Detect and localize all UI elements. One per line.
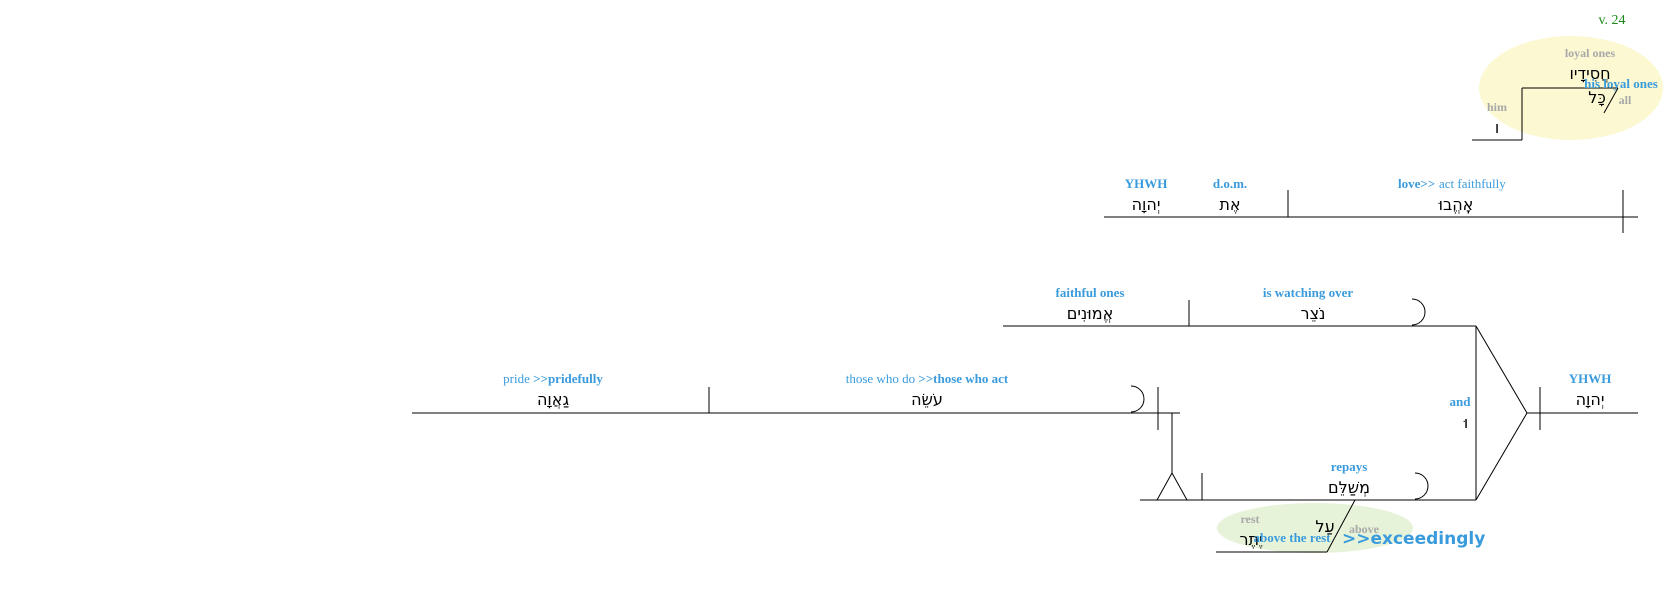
exceedingly-gloss: >>exceedingly [1342, 529, 1485, 549]
rest-gloss: rest [1240, 512, 1259, 526]
clause1-marker-hebrew: אֶת [1219, 195, 1240, 214]
upper-verb-gloss: is watching over [1263, 285, 1354, 300]
conj-hebrew: וּ [1463, 413, 1468, 432]
participle-gloss: those who do >>those who act [846, 371, 1009, 386]
clause-1: love>> act faithfully אֶֽהֱבוּ d.o.m. אֶ… [1104, 36, 1663, 233]
vocative-all-slant [1603, 87, 1619, 114]
him-hebrew: ו [1495, 118, 1499, 137]
upper-verb-hebrew: נֹצֵר [1301, 304, 1326, 323]
all-hebrew: כָּל [1588, 88, 1606, 107]
loyal-ones-gloss: loyal ones [1565, 46, 1616, 60]
his-loyal-ones-gloss: his loyal ones [1584, 76, 1658, 91]
clause1-subject-gloss: YHWH [1125, 176, 1168, 191]
pride-gloss-plain: pride [503, 371, 533, 386]
participle-gloss-plain: those who do [846, 371, 919, 386]
participle-gloss-bold: >>those who act [918, 371, 1009, 386]
clause2-subject-hebrew: יְהוָה [1576, 390, 1605, 409]
upper-verb-bracket [1411, 298, 1426, 326]
participle-bracket [1130, 385, 1145, 413]
lower-verb-bracket [1414, 472, 1429, 500]
him-gloss: him [1487, 100, 1507, 114]
clause2-subject-gloss: YHWH [1569, 371, 1612, 386]
upper-object-hebrew: אֱמוּנִים [1067, 304, 1114, 323]
verse-label: v. 24 [1598, 13, 1625, 28]
fork-upper [1475, 325, 1528, 414]
all-gloss: all [1619, 93, 1632, 107]
pride-gloss-bold: >>pridefully [533, 371, 603, 386]
above-the-rest-gloss: above the rest [1253, 530, 1331, 545]
participle-hebrew: עֹשֵׂה [911, 390, 943, 409]
clause-2: YHWH יְהוָה and וּ is watching over נֹצֵ… [412, 285, 1638, 553]
clause1-marker-gloss: d.o.m. [1213, 176, 1247, 191]
above-gloss: above [1349, 522, 1380, 536]
green-highlight-bubble [1217, 503, 1413, 553]
clause1-verb-gloss: act faithfully [1439, 176, 1506, 191]
loyal-ones-hebrew: חֲסִידָיו [1569, 64, 1610, 83]
fork-lower [1475, 412, 1528, 501]
lower-verb-gloss: repays [1331, 459, 1368, 474]
modifier-slant [1326, 499, 1356, 553]
clause1-verb-gloss-bold: love>> [1398, 176, 1435, 191]
lower-verb-hebrew: מְשַׁלֵּם [1328, 478, 1370, 497]
clause1-verb-hebrew: אֶֽהֱבוּ [1438, 195, 1474, 214]
conj-gloss: and [1450, 394, 1472, 409]
clause1-subject-hebrew: יְהוָה [1132, 195, 1161, 214]
pride-gloss: pride >>pridefully [503, 371, 603, 386]
rest-hebrew: יֶתֶר [1239, 530, 1262, 549]
upper-object-gloss: faithful ones [1056, 285, 1125, 300]
above-hebrew: עַל [1315, 517, 1334, 536]
pedestal-left [1156, 472, 1173, 501]
pedestal-right [1171, 472, 1188, 501]
pride-hebrew: גַאֲוָה [537, 390, 570, 409]
